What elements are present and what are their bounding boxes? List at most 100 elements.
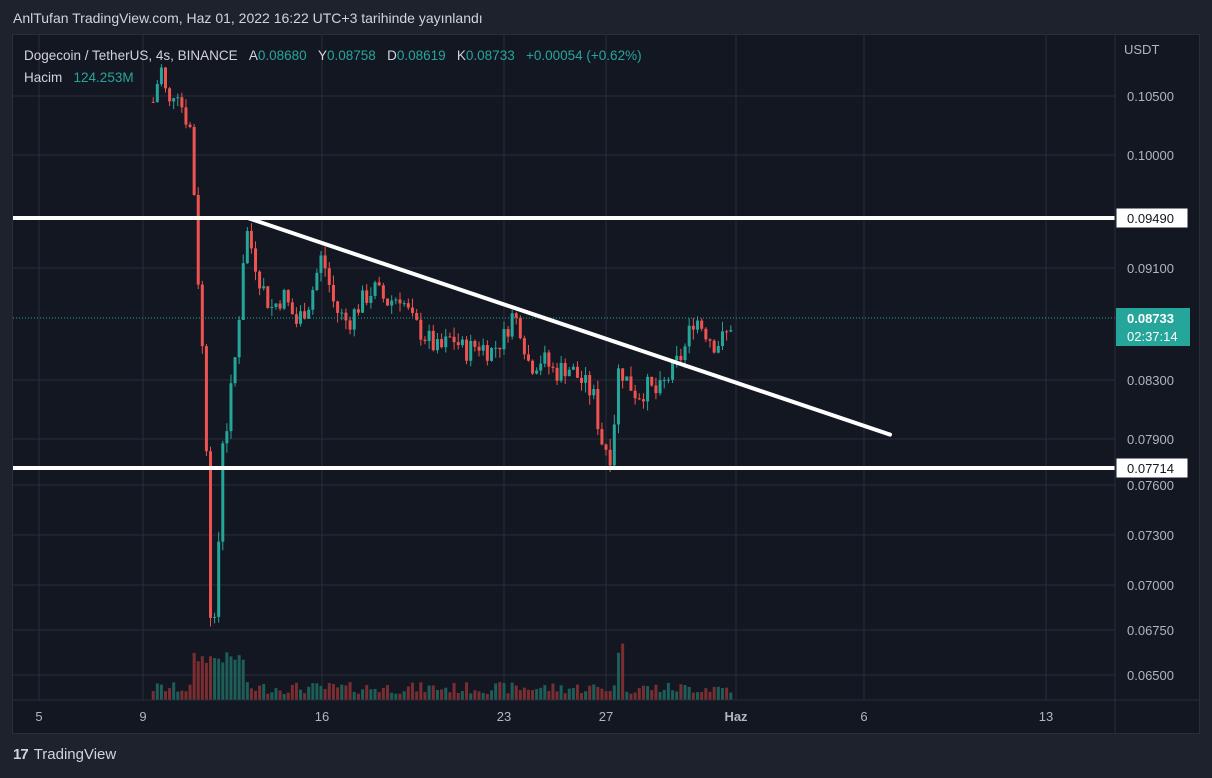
candle-body	[518, 317, 522, 339]
volume-bar	[452, 682, 456, 700]
candle-body	[151, 101, 155, 103]
close-value: 0.08733	[465, 48, 515, 63]
volume-label[interactable]: Hacim	[24, 70, 63, 85]
symbol-name[interactable]: Dogecoin / TetherUS, 4s, BINANCE	[24, 48, 238, 63]
candle-body	[641, 399, 645, 402]
volume-bar	[361, 689, 365, 700]
volume-bar	[204, 662, 208, 700]
candle-body	[551, 366, 555, 368]
price-tick-label: 0.07900	[1127, 432, 1174, 447]
candle-body	[539, 363, 543, 371]
candle-body	[164, 67, 168, 89]
low-label: D	[387, 48, 397, 63]
volume-bar	[377, 692, 381, 700]
volume-bar	[168, 688, 172, 700]
candle-body	[340, 312, 344, 314]
volume-bar	[402, 691, 406, 700]
volume-bar	[319, 685, 323, 700]
volume-bar	[654, 684, 658, 700]
volume-bar	[241, 659, 245, 700]
volume-bar	[662, 689, 666, 700]
volume-bar	[419, 682, 423, 700]
volume-bar	[209, 656, 213, 700]
candle-body	[704, 328, 708, 340]
volume-bar	[213, 658, 217, 700]
volume-bar	[563, 693, 567, 700]
volume-bar	[381, 687, 385, 700]
candle-body	[356, 309, 360, 313]
candle-body	[502, 329, 506, 350]
candle-body	[696, 320, 700, 330]
candle-body	[621, 368, 625, 381]
volume-bar	[547, 690, 551, 700]
volume-bar	[600, 688, 604, 700]
price-tick-label: 0.07300	[1127, 528, 1174, 543]
volume-bar	[270, 692, 274, 700]
volume-bar	[435, 689, 439, 700]
time-tick-label: 13	[1039, 709, 1053, 724]
volume-bar	[373, 688, 377, 700]
volume-bar	[629, 693, 633, 700]
candle-body	[315, 272, 319, 291]
volume-bar	[658, 691, 662, 700]
volume-bar	[390, 692, 394, 700]
volume-bar	[666, 682, 670, 700]
volume-bar	[580, 692, 584, 700]
price-tick-label: 0.06750	[1127, 623, 1174, 638]
legend-volume-row: Hacim 124.253M	[24, 67, 642, 89]
candle-body	[331, 284, 335, 302]
volume-bar	[575, 684, 579, 700]
descending-trendline	[245, 216, 892, 437]
volume-bar	[415, 691, 419, 700]
volume-bar	[616, 652, 620, 700]
volume-bar	[675, 691, 679, 700]
volume-bar	[303, 693, 307, 700]
volume-bar	[352, 691, 356, 700]
volume-bar	[299, 689, 303, 700]
volume-bar	[485, 693, 489, 700]
close-label: K	[456, 48, 466, 63]
candle-body	[323, 255, 327, 269]
time-tick-label: Haz	[724, 709, 748, 724]
candle-body	[460, 339, 464, 346]
candle-body	[369, 295, 373, 303]
candle-body	[588, 375, 592, 396]
volume-bar	[159, 684, 163, 700]
volume-bar	[431, 685, 435, 700]
candle-body	[390, 300, 394, 306]
volume-bar	[633, 692, 637, 700]
volume-bar	[481, 692, 485, 700]
volume-bar	[282, 693, 286, 700]
volume-bar	[637, 688, 641, 700]
candle-body	[687, 325, 691, 347]
candle-body	[485, 345, 489, 361]
high-label: Y	[317, 48, 327, 63]
change-value: +0.00054 (+0.62%)	[525, 48, 642, 63]
volume-bar	[567, 688, 571, 700]
tradingview-logo[interactable]: 17 TradingView	[13, 746, 116, 763]
volume-bar	[423, 692, 427, 700]
volume-bar	[311, 683, 315, 700]
candle-body	[327, 268, 331, 285]
volume-bar	[225, 652, 229, 700]
price-tick-label: 0.09100	[1127, 261, 1174, 276]
volume-bar	[229, 656, 233, 700]
candle-body	[435, 339, 439, 351]
volume-bar	[691, 692, 695, 700]
price-axis-currency: USDT	[1124, 42, 1159, 57]
candlestick-series	[151, 64, 733, 627]
volume-bar	[641, 685, 645, 700]
candle-body	[196, 194, 200, 285]
candle-body	[708, 339, 712, 341]
volume-bar	[440, 689, 444, 700]
candle-body	[245, 230, 249, 264]
candle-body	[386, 298, 390, 306]
legend-ohlc-row: Dogecoin / TetherUS, 4s, BINANCE A0.0868…	[24, 45, 642, 67]
candle-body	[249, 230, 253, 249]
volume-bar	[456, 692, 460, 700]
volume-bar	[646, 686, 650, 700]
volume-bar	[184, 691, 188, 700]
candle-body	[361, 290, 365, 313]
candle-body	[237, 319, 241, 358]
